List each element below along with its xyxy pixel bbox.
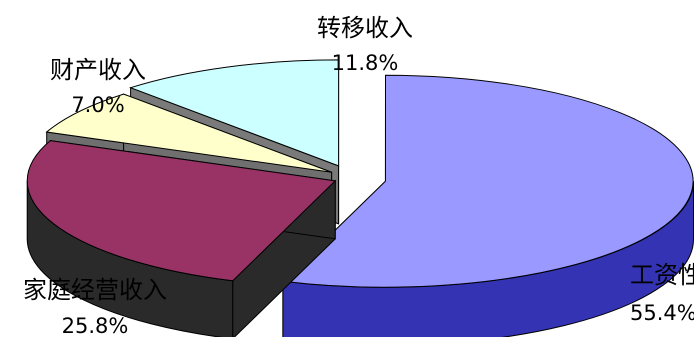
slice-percent-2: 7.0%	[71, 93, 124, 117]
slice-percent-3: 11.8%	[332, 51, 399, 75]
slice-percent-0: 55.4%	[630, 301, 694, 325]
slice-label-3: 转移收入	[317, 14, 413, 42]
slice-label-2: 财产收入	[50, 56, 146, 84]
slice-label-0: 工资性收入	[630, 261, 694, 289]
slice-percent-1: 25.8%	[62, 314, 129, 337]
slice-label-1: 家庭经营收入	[23, 276, 167, 304]
slice-0	[283, 75, 694, 337]
